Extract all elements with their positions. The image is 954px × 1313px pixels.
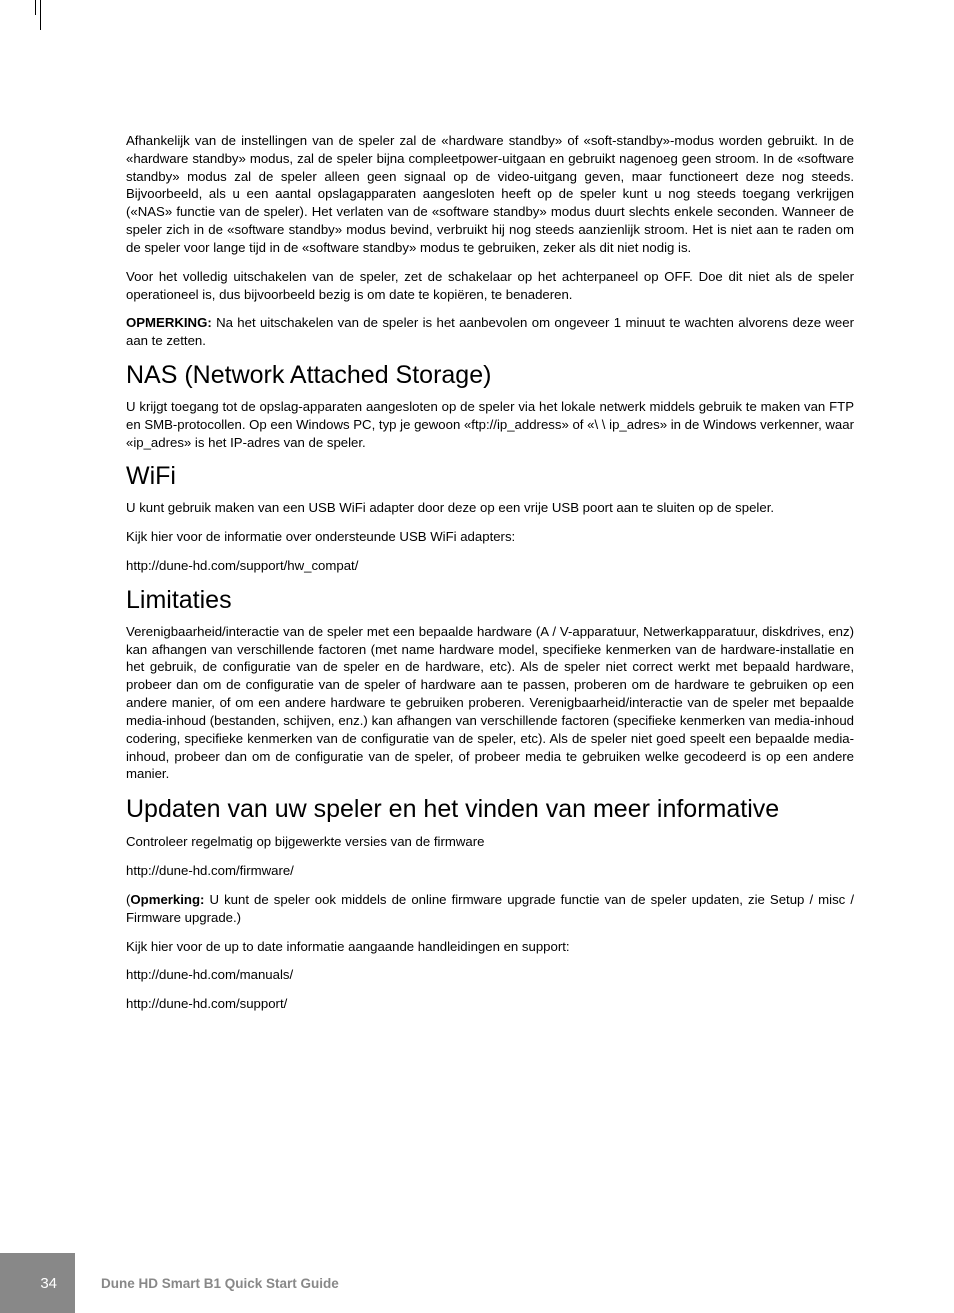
wifi-url: http://dune-hd.com/support/hw_compat/ <box>126 557 854 575</box>
update-note-label: Opmerking: <box>130 892 204 907</box>
heading-wifi: WiFi <box>126 462 854 491</box>
update-para-1: Controleer regelmatig op bijgewerkte ver… <box>126 833 854 851</box>
nas-para: U krijgt toegang tot de opslag-apparaten… <box>126 398 854 451</box>
heading-update: Updaten van uw speler en het vinden van … <box>126 794 854 825</box>
intro-para-1: Afhankelijk van de instellingen van de s… <box>126 132 854 257</box>
note-para: OPMERKING: Na het uitschakelen van de sp… <box>126 314 854 350</box>
page-content: Afhankelijk van de instellingen van de s… <box>0 0 954 1013</box>
footer-title: Dune HD Smart B1 Quick Start Guide <box>101 1276 339 1291</box>
page-footer: 34 Dune HD Smart B1 Quick Start Guide <box>0 1253 339 1313</box>
update-para-4: Kijk hier voor de up to date informatie … <box>126 938 854 956</box>
wifi-para-1: U kunt gebruik maken van een USB WiFi ad… <box>126 499 854 517</box>
page-number-box: 34 <box>0 1253 75 1313</box>
note-label: OPMERKING: <box>126 315 212 330</box>
limitations-para: Verenigbaarheid/interactie van de speler… <box>126 623 854 783</box>
wifi-para-2: Kijk hier voor de informatie over onders… <box>126 528 854 546</box>
intro-para-2: Voor het volledig uitschakelen van de sp… <box>126 268 854 304</box>
page-number: 34 <box>40 1275 57 1292</box>
heading-nas: NAS (Network Attached Storage) <box>126 361 854 390</box>
update-note-para: (Opmerking: U kunt de speler ook middels… <box>126 891 854 927</box>
update-note-text: U kunt de speler ook middels de online f… <box>126 892 854 925</box>
support-url: http://dune-hd.com/support/ <box>126 995 854 1013</box>
heading-limitations: Limitaties <box>126 586 854 615</box>
manuals-url: http://dune-hd.com/manuals/ <box>126 966 854 984</box>
note-text: Na het uitschakelen van de speler is het… <box>126 315 854 348</box>
crop-marks <box>40 0 70 30</box>
firmware-url: http://dune-hd.com/firmware/ <box>126 862 854 880</box>
